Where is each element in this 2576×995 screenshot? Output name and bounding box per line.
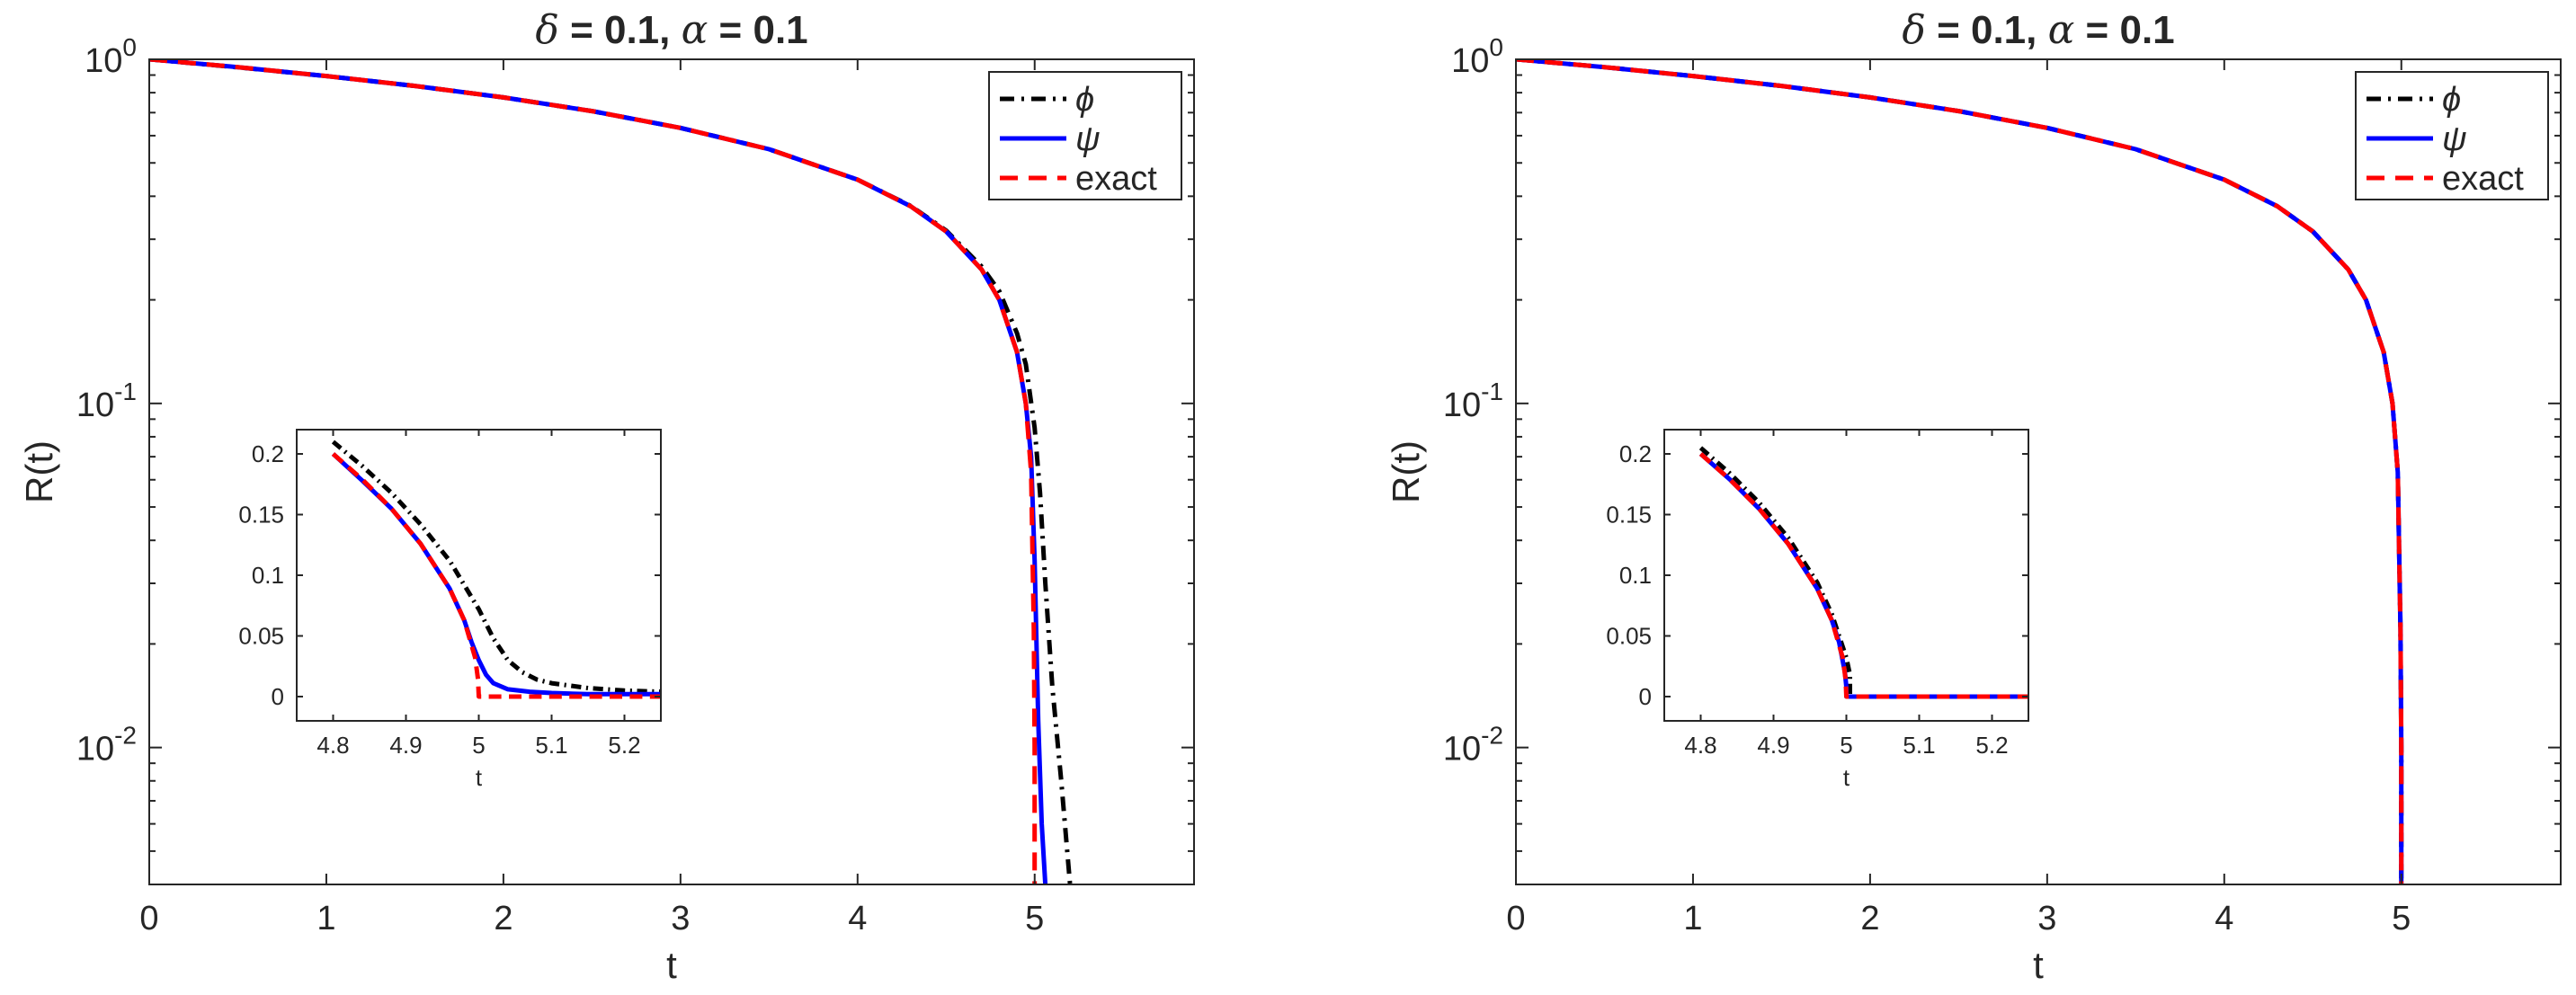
series-group (149, 59, 1073, 884)
x-tick-label: 5 (1025, 900, 1044, 937)
y-minor-ticks (1516, 74, 2561, 885)
legend-box (988, 71, 1182, 200)
inset-series-line-exact (1698, 452, 2028, 699)
x-tick-label: 1 (1683, 900, 1702, 937)
series-line-exact (1516, 59, 2404, 884)
x-tick-label: 2 (1860, 900, 1879, 937)
inset-x-tick-label: 4.8 (1684, 732, 1716, 759)
inset-x-tick-label: 5.1 (1903, 732, 1935, 759)
title-sym1: δ (1902, 7, 1926, 53)
title-part2: = 0.1 (708, 8, 807, 52)
legend-box (2355, 71, 2549, 200)
inset-y-tick-label: 0.15 (238, 502, 284, 529)
y-tick-label: 100 (85, 33, 137, 80)
y-tick-base: 10 (1443, 386, 1481, 424)
axes-frame (1515, 58, 2562, 885)
title-part2: = 0.1 (2074, 8, 2174, 52)
y-tick-exponent: 0 (1489, 33, 1503, 61)
inset-x-tick-label: 4.9 (389, 732, 422, 759)
title-sym2: α (2048, 7, 2075, 53)
inset-y-tick-label: 0.2 (1619, 440, 1652, 467)
inset-y-tick-label: 0.15 (1606, 502, 1652, 529)
inset-series-line-exact (331, 452, 661, 699)
inset-x-tick-label: 5 (1840, 732, 1852, 759)
inset-x-axis-label: t (1843, 764, 1850, 791)
y-tick-base: 10 (76, 731, 114, 768)
inset-x-tick-label: 5.2 (1975, 732, 2008, 759)
legend-label: ψ (2442, 120, 2467, 158)
inset-series-line-psi (331, 452, 661, 697)
legend-label: exact (2442, 160, 2524, 198)
inset-y-tick-label: 0.1 (1619, 562, 1652, 589)
y-tick-exponent: -1 (114, 378, 137, 405)
x-tick-label: 4 (848, 900, 867, 937)
inset-chart: 4.8 4.9 5 5.1 5.2 0 0.05 0.1 0.15 0.2 t (238, 429, 662, 791)
inset-chart: 4.8 4.9 5 5.1 5.2 0 0.05 0.1 0.15 0.2 t (1606, 429, 2029, 791)
inset-x-tick-label: 5.2 (608, 732, 640, 759)
legend-label: ψ (1075, 120, 1101, 158)
x-tick-label: 0 (139, 900, 158, 937)
inset-x-tick-label: 4.8 (316, 732, 349, 759)
inset-x-tick-label: 5 (472, 732, 485, 759)
title-part1: = 0.1, (559, 8, 682, 52)
inset-y-tick-label: 0 (1639, 683, 1652, 710)
x-tick-label: 0 (1506, 900, 1525, 937)
y-tick-label: 10-2 (1443, 722, 1503, 768)
inset-y-tick-label: 0.1 (252, 562, 284, 589)
inset-x-tick-label: 5.1 (535, 732, 567, 759)
y-tick-label: 100 (1451, 33, 1503, 80)
y-tick-label: 10-1 (1443, 378, 1503, 424)
inset-series-line-phi (331, 440, 661, 695)
legend-label: ϕ (1075, 81, 1094, 119)
y-tick-exponent: -2 (1481, 722, 1503, 750)
legend-label: exact (1075, 160, 1157, 198)
x-tick-label: 1 (316, 900, 335, 937)
title-sym1: δ (535, 7, 559, 53)
y-axis-label: R(t) (18, 440, 60, 503)
y-tick-exponent: -1 (1481, 378, 1503, 405)
title-sym2: α (682, 7, 709, 53)
inset-y-tick-label: 0.05 (1606, 623, 1652, 650)
legend-label: ϕ (2442, 81, 2461, 119)
chart-title: δ = 0.1, α = 0.1 (1902, 7, 2174, 53)
inset-series-group (331, 440, 661, 699)
chart-title: δ = 0.1, α = 0.1 (535, 7, 807, 53)
series-group (1516, 59, 2404, 884)
inset-y-tick-label: 0 (272, 683, 284, 710)
y-tick-base: 10 (1443, 731, 1481, 768)
axes-frame (148, 58, 1195, 885)
y-minor-ticks (149, 74, 1194, 885)
inset-y-tick-label: 0.2 (252, 440, 284, 467)
inset-series-line-phi (1698, 446, 2028, 699)
y-axis-label: R(t) (1385, 440, 1427, 503)
y-tick-exponent: 0 (122, 33, 137, 61)
x-axis-label: t (666, 944, 677, 986)
x-axis-label: t (2033, 944, 2044, 986)
x-tick-label: 3 (671, 900, 690, 937)
inset-y-tick-label: 0.05 (238, 623, 284, 650)
y-tick-exponent: -2 (114, 722, 137, 750)
y-tick-label: 10-1 (76, 378, 137, 424)
x-tick-label: 3 (2037, 900, 2056, 937)
y-tick-base: 10 (76, 386, 114, 424)
series-line-exact (149, 59, 1038, 884)
y-tick-base: 10 (1451, 42, 1489, 80)
y-tick-base: 10 (85, 42, 122, 80)
x-tick-label: 4 (2215, 900, 2233, 937)
x-tick-label: 2 (494, 900, 513, 937)
y-tick-label: 10-2 (76, 722, 137, 768)
inset-series-group (1698, 446, 2028, 699)
x-tick-label: 5 (2392, 900, 2411, 937)
inset-x-axis-label: t (476, 764, 483, 791)
inset-x-tick-label: 4.9 (1757, 732, 1789, 759)
title-part1: = 0.1, (1926, 8, 2048, 52)
